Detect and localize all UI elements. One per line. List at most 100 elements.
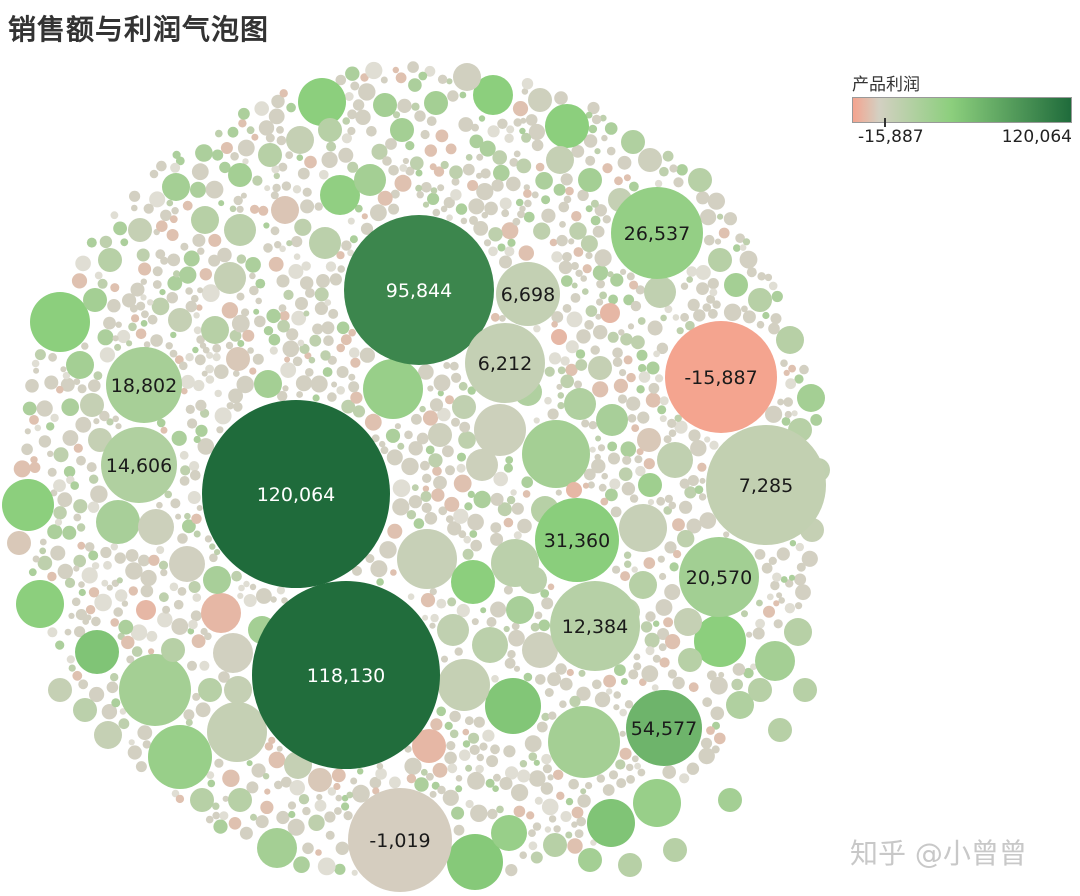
bubble: [551, 329, 567, 345]
bubble: [602, 784, 615, 796]
bubble: [679, 478, 690, 489]
bubble: [614, 664, 626, 676]
bubble: [620, 678, 628, 685]
bubble: [250, 813, 257, 821]
bubble: [458, 117, 474, 132]
bubble: [523, 672, 533, 682]
bubble: [323, 335, 334, 347]
bubble: [298, 78, 346, 126]
bubble: [634, 455, 643, 464]
bubble: [182, 200, 193, 211]
bubble: [143, 341, 151, 348]
bubble: [229, 329, 242, 342]
bubble: [394, 174, 412, 192]
bubble: [437, 614, 469, 646]
bubble: [594, 453, 601, 461]
bubble: [394, 423, 401, 430]
bubble: [179, 266, 197, 284]
bubble: [533, 222, 551, 240]
bubble: [171, 789, 180, 798]
bubble: [619, 369, 627, 377]
bubble: [219, 811, 229, 821]
bubble: [663, 435, 672, 444]
bubble: [592, 265, 609, 281]
bubble: [62, 371, 71, 380]
bubble: [161, 638, 185, 662]
bubble: [354, 204, 363, 213]
bubble: [284, 356, 291, 363]
bubble: [445, 515, 454, 523]
bubble: [209, 553, 218, 563]
bubble: [222, 795, 229, 802]
bubble: [580, 788, 587, 795]
bubble: [472, 627, 508, 663]
bubble: [607, 331, 619, 343]
bubble: [505, 766, 519, 780]
bubble: [236, 205, 244, 213]
bubble: [585, 111, 593, 119]
bubble: [388, 203, 400, 215]
bubble: [302, 187, 312, 197]
bubble: [50, 413, 59, 423]
bubble: [544, 366, 555, 377]
bubble: [156, 501, 163, 509]
bubble: [155, 249, 166, 260]
bubble: [533, 417, 540, 424]
bubble: [233, 402, 243, 412]
bubble: [480, 168, 491, 179]
bubble: [618, 467, 633, 482]
bubble: [118, 718, 130, 730]
bubble: [455, 775, 463, 782]
bubble: [547, 583, 555, 591]
bubble: [334, 807, 342, 815]
bubble: [50, 545, 66, 561]
bubble: [556, 383, 563, 390]
bubble: [33, 367, 40, 374]
bubble: [424, 512, 438, 525]
bubble: [257, 828, 297, 868]
bubble: [106, 681, 119, 694]
bubble: [507, 650, 516, 659]
bubble: [71, 597, 81, 607]
bubble: [366, 126, 377, 137]
bubble: [702, 697, 713, 708]
bubble: [603, 674, 616, 688]
bubble: [209, 543, 216, 550]
bubble: [524, 199, 532, 208]
bubble: [263, 243, 273, 253]
bubble-label: 18,802: [111, 375, 177, 397]
bubble: [426, 116, 437, 126]
bubble: [473, 490, 491, 509]
bubble: [404, 430, 413, 440]
bubble: [741, 305, 748, 313]
bubble: [591, 114, 602, 125]
bubble: [237, 340, 245, 347]
bubble: [344, 92, 354, 101]
bubble: [291, 310, 307, 326]
bubble: [534, 611, 543, 620]
bubble: [511, 622, 520, 631]
bubble: [347, 161, 359, 173]
bubble: [789, 540, 797, 547]
bubble: [171, 207, 179, 215]
bubble: [706, 425, 826, 545]
bubble: [113, 221, 127, 236]
bubble: [88, 550, 99, 561]
bubble: [316, 274, 330, 288]
bubble: [525, 114, 538, 126]
bubble: [236, 375, 254, 394]
bubble: [271, 94, 285, 109]
bubble: [557, 366, 566, 375]
bubble: [590, 839, 597, 846]
bubble: [449, 165, 463, 179]
bubble: [663, 838, 687, 862]
bubble: [270, 596, 277, 603]
bubble: [392, 66, 399, 74]
bubble: [414, 777, 429, 792]
bubble: [207, 702, 267, 762]
bubble: [206, 351, 214, 359]
bubble: [300, 276, 314, 290]
bubble: [226, 402, 234, 410]
bubble: [254, 101, 269, 116]
bubble: [780, 576, 788, 583]
